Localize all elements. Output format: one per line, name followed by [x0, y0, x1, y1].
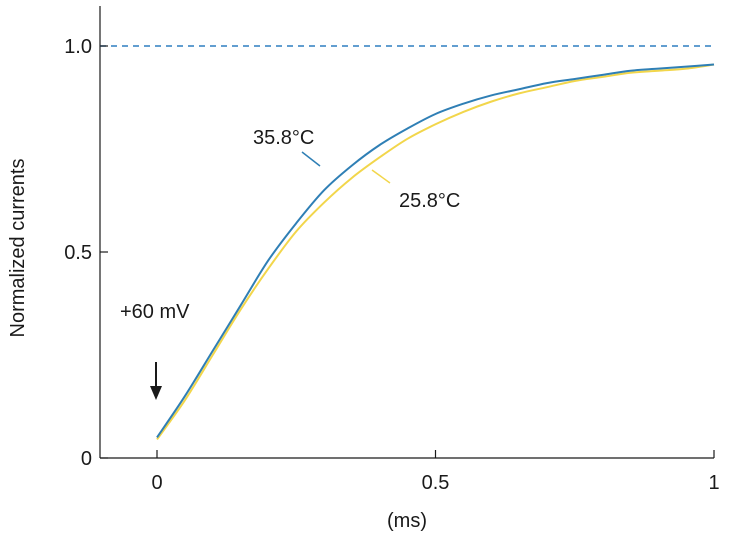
series-group	[156, 63, 715, 441]
x-tick-label: 1	[708, 472, 719, 494]
y-tick-label: 1.0	[64, 36, 92, 58]
series-line-25-8	[156, 63, 715, 441]
x-tick-label: 0.5	[422, 472, 450, 494]
x-tick-label: 0	[151, 472, 162, 494]
series-label-35-8-leader	[301, 151, 321, 167]
stimulus-arrow	[150, 362, 162, 400]
x-ticks: 0 0.5 1	[151, 450, 720, 494]
y-axis-title: Normalized currents	[7, 159, 29, 338]
series-label-35-8: 35.8°C	[253, 127, 314, 149]
y-tick-label: 0	[81, 448, 92, 470]
series-label-25-8: 25.8°C	[399, 190, 460, 212]
series-label-25-8-leader	[371, 169, 391, 184]
y-ticks: 0 0.5 1.0	[64, 36, 108, 470]
x-axis-title: (ms)	[387, 510, 427, 532]
series-line-35-8	[156, 63, 715, 438]
stimulus-label: +60 mV	[120, 301, 190, 323]
y-tick-label: 0.5	[64, 242, 92, 264]
